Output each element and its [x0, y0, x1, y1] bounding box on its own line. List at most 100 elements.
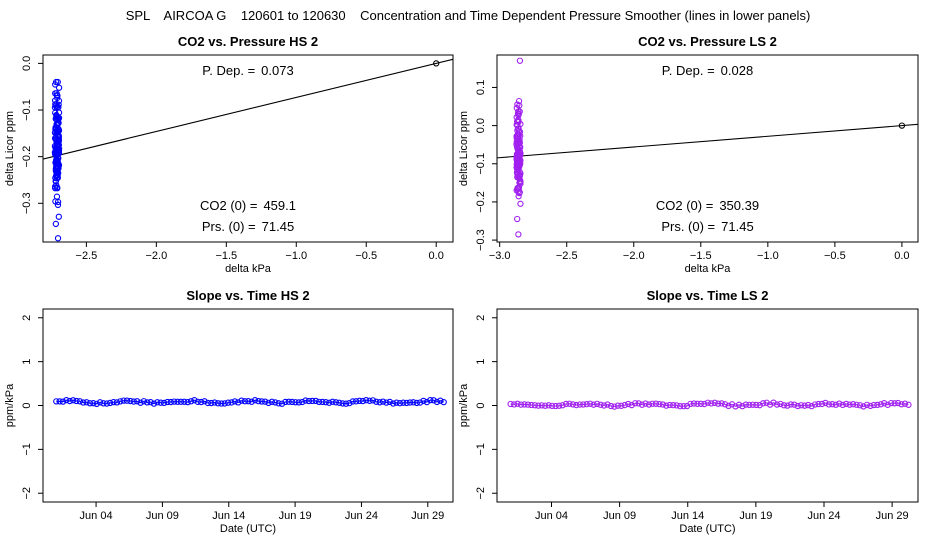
x-tick-label: Jun 14: [671, 510, 704, 522]
data-point: [590, 401, 597, 408]
data-point: [238, 397, 245, 404]
plot-area: [497, 57, 918, 238]
data-point: [90, 400, 97, 407]
data-point: [732, 403, 739, 410]
data-point: [53, 122, 60, 129]
data-point: [80, 399, 87, 406]
data-point: [659, 401, 666, 408]
data-point: [282, 398, 289, 406]
data-point: [715, 400, 722, 407]
origin-point: [433, 60, 440, 67]
co2-intercept-annotation-value: 350.39: [719, 198, 759, 213]
pressure-intercept-annotation-value: 71.45: [262, 219, 295, 234]
data-point: [884, 401, 891, 408]
data-point: [295, 399, 302, 406]
data-point: [100, 400, 107, 407]
data-point: [167, 398, 174, 406]
data-point: [905, 401, 912, 408]
x-axis-label: delta kPa: [225, 263, 272, 275]
data-point: [849, 401, 857, 408]
y-tick-label: −1: [475, 443, 487, 456]
data-point: [339, 400, 346, 407]
chart-title: CO2 vs. Pressure LS 2: [638, 34, 777, 49]
data-point: [513, 132, 521, 139]
data-point: [194, 398, 201, 405]
data-point: [815, 400, 822, 408]
chart-title: Slope vs. Time HS 2: [186, 288, 309, 303]
plot-frame: [496, 54, 919, 243]
data-point: [160, 399, 168, 407]
data-point: [794, 402, 801, 410]
data-point: [531, 402, 538, 409]
data-point: [133, 398, 141, 405]
data-point: [822, 399, 829, 407]
data-point: [642, 400, 649, 407]
data-point: [515, 158, 522, 166]
data-point: [628, 401, 635, 409]
y-tick-label: −1: [21, 443, 33, 456]
data-point: [515, 231, 522, 238]
data-point: [55, 97, 63, 104]
x-tick-label: 0.0: [894, 250, 909, 262]
data-point: [874, 401, 881, 409]
pressure-intercept-annotation-label: Prs. (0) =: [202, 219, 256, 234]
y-tick-label: 0.0: [475, 118, 487, 133]
data-point: [53, 398, 60, 405]
data-point: [248, 398, 255, 405]
data-point: [559, 402, 566, 409]
data-point: [580, 401, 587, 408]
data-point: [69, 397, 77, 404]
data-point: [607, 402, 615, 410]
data-point: [625, 400, 632, 408]
data-point: [843, 400, 850, 408]
data-point: [649, 400, 656, 407]
data-point: [583, 401, 590, 408]
data-point: [839, 401, 846, 409]
data-point: [804, 401, 812, 409]
data-point: [770, 399, 777, 406]
data-point: [305, 397, 313, 405]
data-point: [604, 401, 611, 408]
x-tick-label: Jun 14: [212, 510, 245, 522]
co2-intercept-annotation-label: CO2 (0) =: [200, 198, 257, 213]
data-point: [218, 400, 225, 407]
data-point: [187, 398, 195, 405]
data-point: [516, 57, 524, 64]
y-tick-label: −2: [21, 487, 33, 500]
data-point: [54, 78, 61, 86]
data-point: [53, 155, 60, 162]
data-point: [694, 400, 701, 407]
y-tick-label: 0: [475, 402, 487, 408]
data-point: [366, 397, 373, 404]
x-tick-label: −0.5: [824, 250, 846, 262]
p-dep-annotation: P. Dep. = 0.073: [202, 63, 293, 78]
data-point: [231, 398, 238, 405]
data-point: [120, 397, 127, 404]
data-point: [83, 399, 90, 406]
data-point: [55, 115, 62, 122]
chart-title: Slope vs. Time LS 2: [647, 288, 769, 303]
data-point: [863, 401, 871, 408]
data-point: [275, 400, 282, 407]
data-point: [140, 398, 148, 405]
data-point: [545, 402, 552, 409]
x-tick-label: −1.0: [757, 250, 779, 262]
data-point: [542, 402, 549, 409]
y-axis-label: ppm/kPa: [4, 383, 16, 427]
data-point: [174, 398, 181, 405]
data-point: [54, 132, 61, 139]
data-point: [573, 401, 580, 409]
plot-frame: [42, 54, 454, 243]
data-point: [718, 400, 725, 407]
data-point: [144, 399, 151, 406]
data-point: [359, 397, 367, 405]
data-point: [113, 399, 121, 406]
y-tick-label: 1: [21, 359, 33, 365]
data-point: [54, 142, 61, 149]
data-point: [427, 396, 434, 404]
data-point: [52, 90, 59, 97]
data-point: [224, 399, 232, 406]
data-point: [528, 401, 535, 409]
data-point: [704, 399, 711, 406]
data-point: [235, 399, 242, 406]
